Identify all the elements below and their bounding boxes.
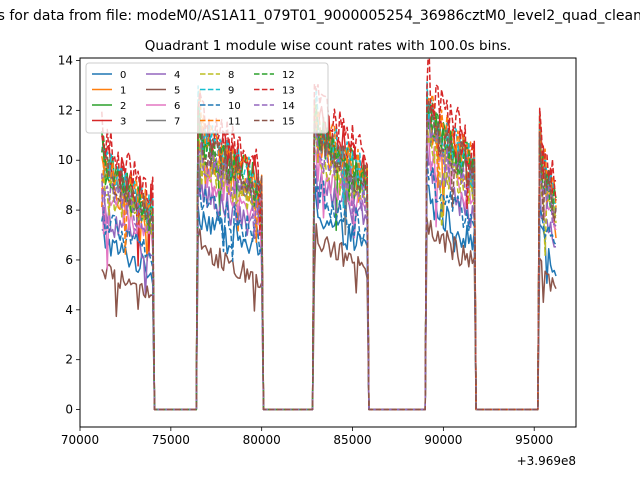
legend-box [85,62,329,134]
legend-label: 8 [228,70,234,81]
legend-label: 10 [228,101,241,112]
y-tick-label: 6 [65,253,73,267]
y-tick-label: 8 [65,203,73,217]
plot-frame [79,57,577,428]
y-tick-label: 14 [58,53,73,67]
x-tick-label: 80000 [243,433,281,447]
x-tick-label: 70000 [61,433,99,447]
x-tick-label: 75000 [152,433,190,447]
legend-label: 0 [120,70,126,81]
legend-label: 1 [120,86,126,97]
x-tick-label: 95000 [515,433,553,447]
series-line-6 [101,129,557,411]
legend-label: 7 [174,117,180,128]
y-tick-label: 2 [65,353,73,367]
y-tick-label: 10 [58,153,73,167]
legend-label: 2 [120,101,126,112]
legend-label: 4 [174,70,180,81]
x-tick-label: 90000 [424,433,462,447]
figure-suptitle: Plots for data from file: modeM0/AS1A11_… [0,8,640,24]
legend-label: 9 [228,86,234,97]
x-tick-label: 85000 [333,433,371,447]
y-tick-label: 4 [65,303,73,317]
series-line-4 [101,143,557,411]
y-tick-label: 12 [58,103,73,117]
legend-label: 12 [282,70,295,81]
series-line-10 [101,160,557,411]
legend-label: 5 [174,86,180,97]
legend-label: 3 [120,117,126,128]
x-axis: 70000 75000 80000 85000 90000 95000 [61,427,553,447]
chart-title: Quadrant 1 module wise count rates with … [145,38,511,54]
x-offset-label: +3.969e8 [517,454,576,468]
legend-label: 11 [228,117,241,128]
legend-label: 13 [282,86,295,97]
series-line-5 [101,217,557,411]
y-axis: 0 2 4 6 8 10 12 14 [58,53,80,417]
y-tick-label: 0 [65,403,73,417]
legend-label: 14 [282,101,295,112]
legend-label: 6 [174,101,180,112]
legend-label: 15 [282,117,295,128]
